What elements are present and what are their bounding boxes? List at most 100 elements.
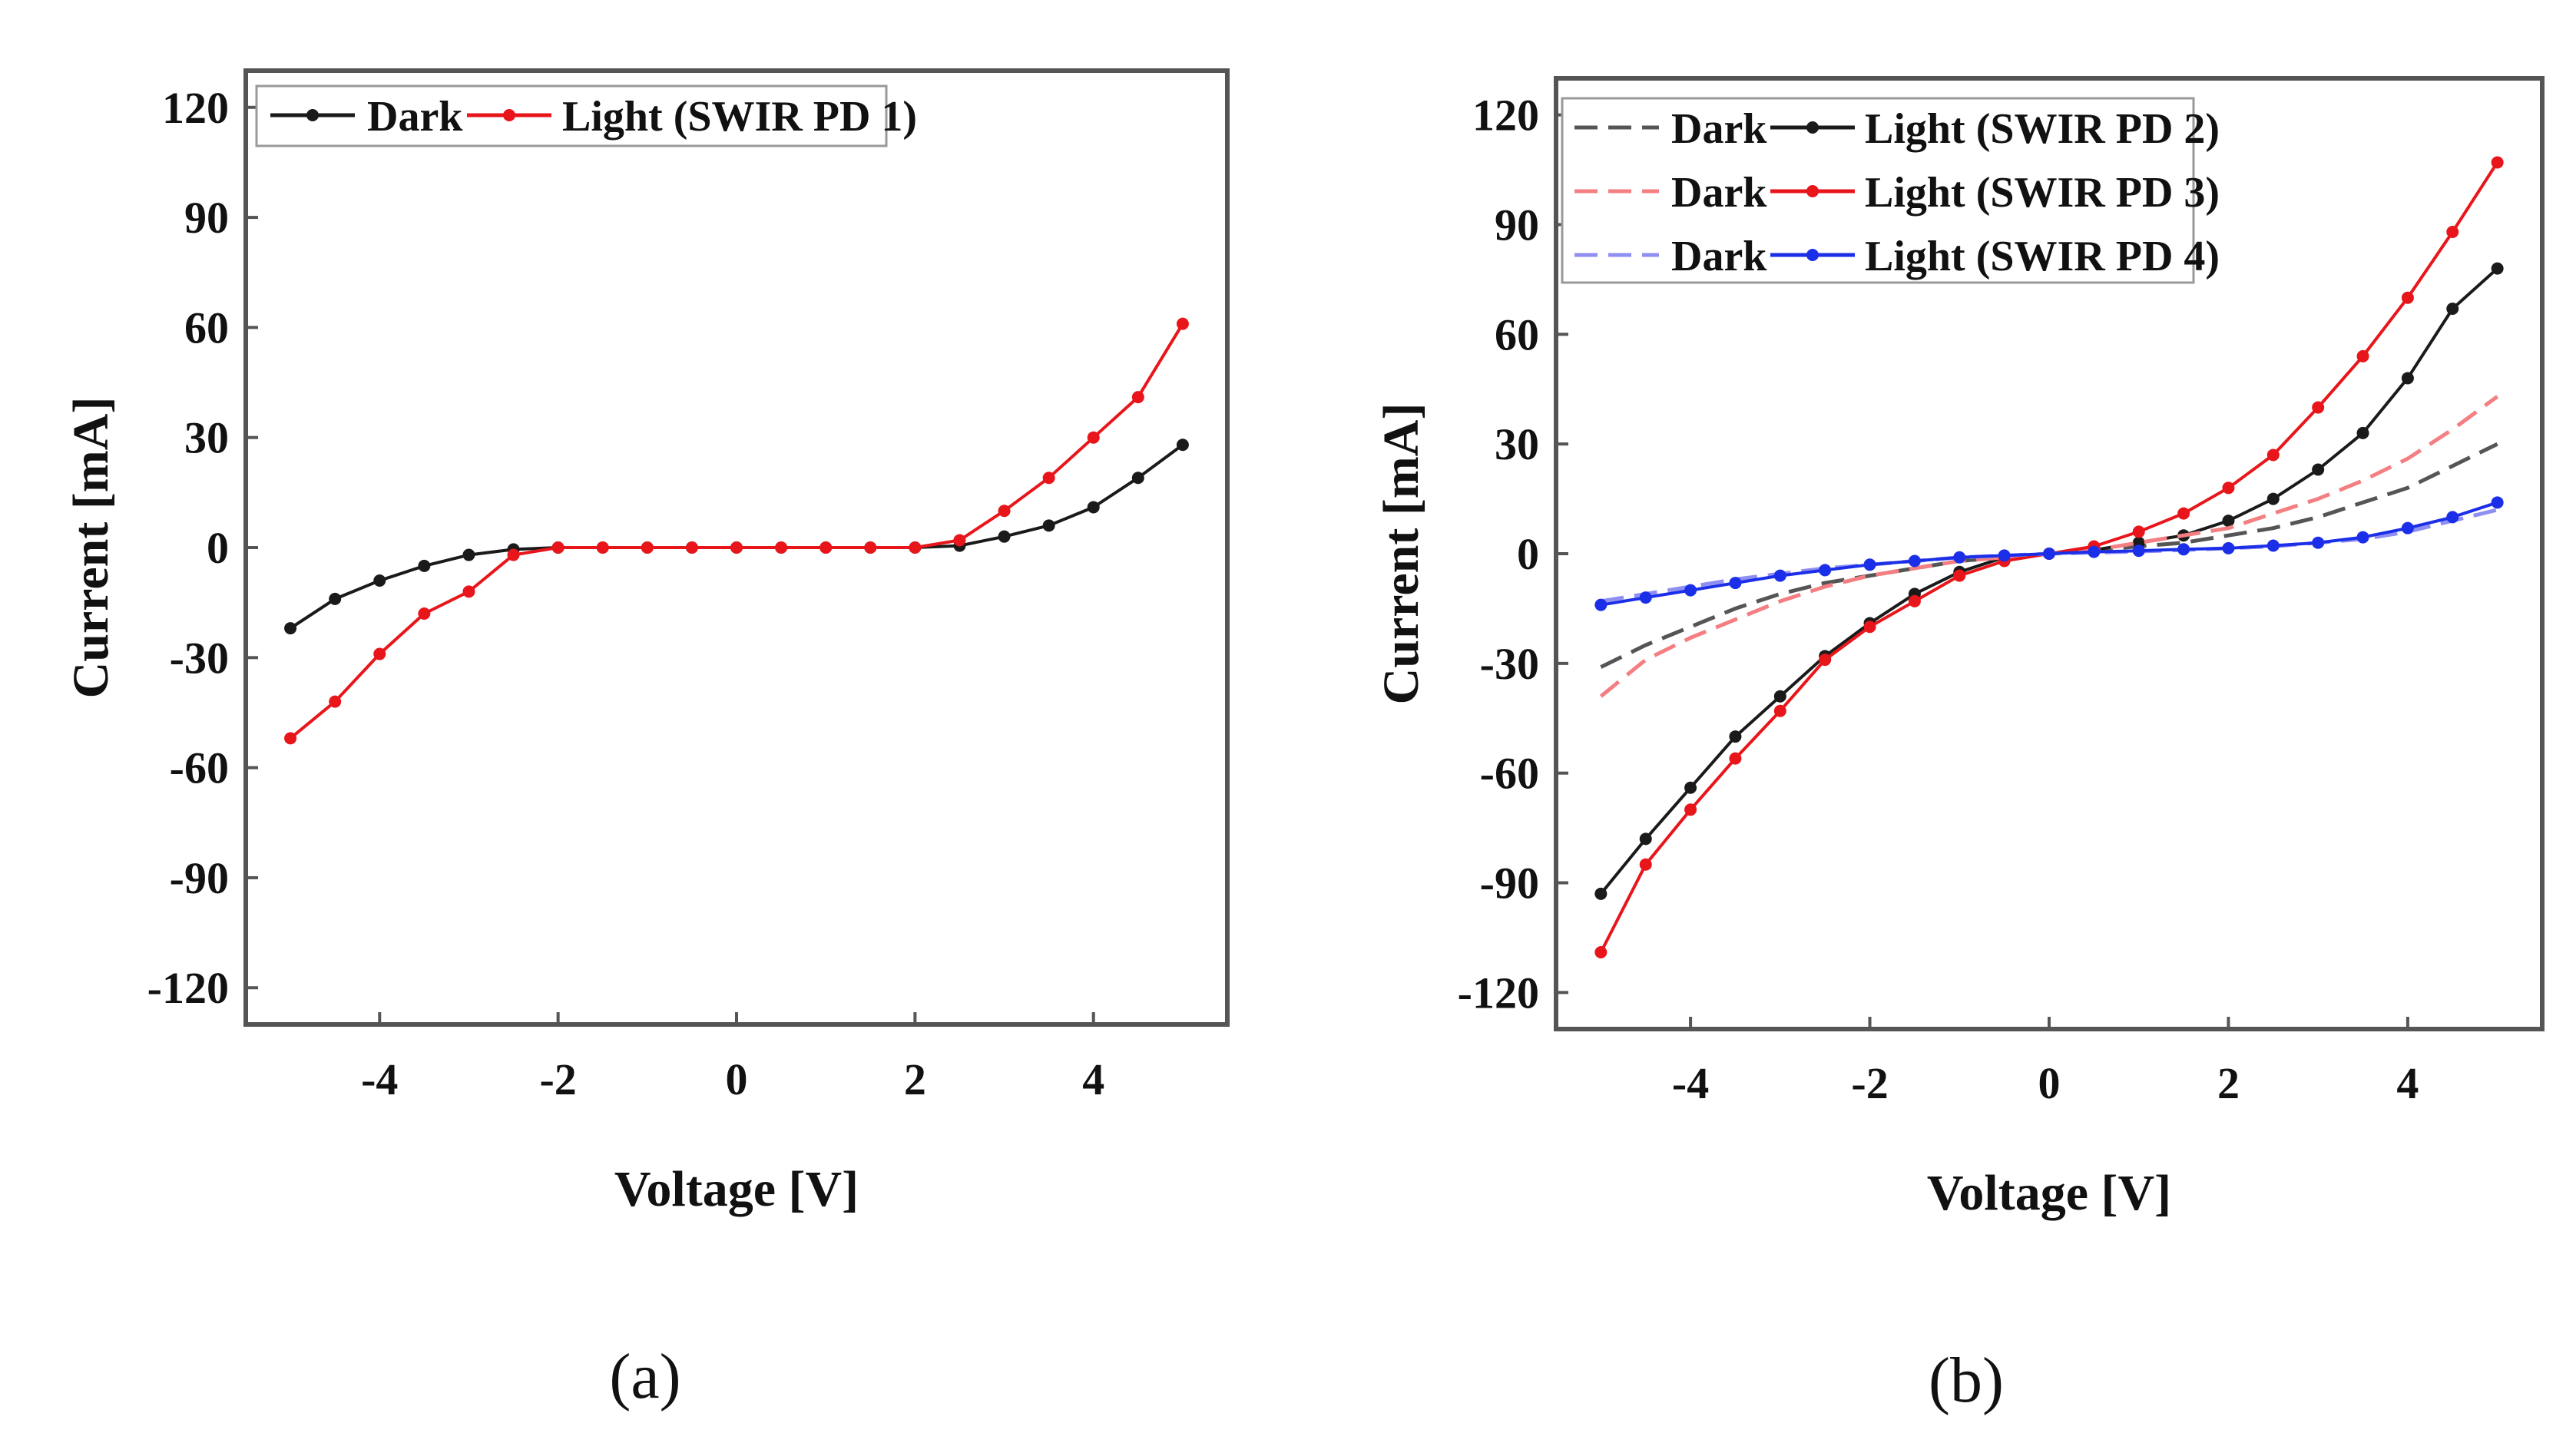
y-tick-label-b-3: 30 bbox=[1495, 419, 1539, 469]
data-point-b-5-16 bbox=[2312, 536, 2325, 549]
data-point-a-1-19 bbox=[1131, 391, 1144, 404]
data-point-a-1-1 bbox=[329, 695, 342, 708]
data-point-a-0-20 bbox=[1176, 439, 1189, 452]
data-point-a-1-15 bbox=[953, 534, 966, 547]
data-point-b-1-4 bbox=[1773, 690, 1786, 703]
y-tick-label-a-6: -60 bbox=[170, 743, 229, 793]
data-point-b-5-9 bbox=[1998, 549, 2011, 562]
y-tick-label-a-2: 60 bbox=[184, 303, 229, 352]
data-point-b-5-3 bbox=[1729, 577, 1742, 590]
data-point-b-3-3 bbox=[1729, 752, 1742, 765]
data-point-a-0-16 bbox=[998, 530, 1011, 543]
data-point-a-0-0 bbox=[284, 622, 297, 635]
data-point-b-5-19 bbox=[2446, 511, 2459, 524]
x-ticks-b: -4 -2 0 2 4 bbox=[1672, 1017, 2419, 1108]
data-point-b-3-20 bbox=[2491, 156, 2504, 169]
data-point-b-3-8 bbox=[1953, 569, 1966, 582]
data-point-a-1-2 bbox=[373, 647, 386, 660]
y-tick-label-b-2: 60 bbox=[1495, 309, 1539, 359]
legend-b: Dark Light (SWIR PD 2) Dark Light (SWIR … bbox=[1561, 97, 2220, 284]
data-point-b-5-17 bbox=[2356, 531, 2369, 544]
x-tick-label-a-0: -4 bbox=[361, 1054, 398, 1104]
data-point-b-3-0 bbox=[1594, 946, 1608, 959]
legend-box-a bbox=[255, 84, 888, 147]
data-point-a-1-18 bbox=[1087, 431, 1100, 444]
data-point-b-3-14 bbox=[2222, 482, 2235, 495]
data-point-b-5-1 bbox=[1639, 591, 1652, 604]
x-tick-label-b-0: -4 bbox=[1672, 1058, 1709, 1108]
legend-label-b-4: Dark bbox=[1671, 233, 1767, 280]
data-point-b-5-5 bbox=[1819, 564, 1832, 577]
data-point-b-3-1 bbox=[1639, 858, 1652, 871]
x-tick-label-a-2: 0 bbox=[726, 1054, 748, 1104]
data-point-b-5-6 bbox=[1863, 558, 1876, 571]
data-point-b-5-14 bbox=[2222, 541, 2235, 554]
legend-a: Dark Light (SWIR PD 1) bbox=[255, 84, 917, 147]
y-tick-label-a-5: -30 bbox=[170, 633, 229, 683]
data-point-b-5-13 bbox=[2177, 543, 2190, 556]
panel-a: 120 90 60 30 0 -30 -60 -90 -120 -4 -2 0 2 4 Dark Lig… bbox=[63, 68, 1230, 1412]
data-point-a-1-20 bbox=[1176, 317, 1189, 330]
legend-marker-b-3 bbox=[1806, 185, 1819, 197]
y-tick-label-a-8: -120 bbox=[147, 963, 229, 1013]
y-tick-label-b-6: -60 bbox=[1480, 749, 1539, 799]
legend-label-a-1: Light (SWIR PD 1) bbox=[562, 93, 917, 141]
legend-label-b-1: Light (SWIR PD 2) bbox=[1865, 105, 2220, 153]
x-tick-label-b-4: 4 bbox=[2396, 1058, 2419, 1108]
data-point-b-1-1 bbox=[1639, 832, 1652, 846]
legend-box-b bbox=[1561, 97, 2195, 284]
x-axis-label-b: Voltage [V] bbox=[1927, 1165, 2171, 1221]
data-point-a-0-17 bbox=[1042, 519, 1055, 532]
legend-label-b-3: Light (SWIR PD 3) bbox=[1865, 169, 2220, 217]
data-point-a-0-18 bbox=[1087, 501, 1100, 514]
data-point-a-0-4 bbox=[462, 548, 475, 561]
data-point-b-3-15 bbox=[2266, 448, 2280, 462]
data-point-b-3-5 bbox=[1819, 654, 1832, 667]
legend-marker-b-1 bbox=[1806, 121, 1819, 134]
data-point-a-1-3 bbox=[418, 607, 431, 620]
data-point-a-1-9 bbox=[685, 541, 698, 554]
data-point-a-1-8 bbox=[641, 541, 654, 554]
data-point-b-3-18 bbox=[2401, 291, 2414, 304]
x-tick-label-a-4: 4 bbox=[1082, 1054, 1104, 1104]
data-point-a-1-5 bbox=[507, 548, 520, 561]
data-point-a-1-13 bbox=[864, 541, 877, 554]
legend-marker-a-0 bbox=[306, 109, 319, 121]
data-point-b-1-16 bbox=[2312, 463, 2325, 476]
data-point-a-1-6 bbox=[551, 541, 565, 554]
y-tick-label-b-5: -30 bbox=[1480, 639, 1539, 689]
x-tick-label-a-3: 2 bbox=[904, 1054, 926, 1104]
legend-label-b-2: Dark bbox=[1671, 169, 1767, 217]
x-ticks-a: -4 -2 0 2 4 bbox=[361, 1012, 1104, 1104]
series-a bbox=[284, 317, 1189, 745]
data-point-a-1-14 bbox=[909, 541, 922, 554]
data-point-b-1-18 bbox=[2401, 372, 2414, 385]
y-tick-label-a-1: 90 bbox=[184, 193, 229, 243]
data-point-b-1-14 bbox=[2222, 515, 2235, 528]
data-point-b-1-20 bbox=[2491, 262, 2504, 275]
data-point-b-3-6 bbox=[1863, 621, 1876, 634]
y-ticks-a: 120 90 60 30 0 -30 -60 -90 -120 bbox=[147, 83, 258, 1013]
y-tick-label-b-0: 120 bbox=[1472, 91, 1539, 141]
data-point-b-3-16 bbox=[2312, 401, 2325, 414]
y-axis-label-a: Current [mA] bbox=[63, 397, 119, 699]
legend-label-b-0: Dark bbox=[1671, 105, 1767, 153]
x-tick-label-b-1: -2 bbox=[1851, 1058, 1888, 1108]
data-point-b-5-11 bbox=[2088, 545, 2101, 558]
data-point-a-0-2 bbox=[373, 574, 386, 587]
data-point-b-3-12 bbox=[2132, 525, 2145, 538]
data-point-a-1-7 bbox=[596, 541, 609, 554]
y-tick-label-a-4: 0 bbox=[207, 523, 229, 573]
data-point-b-3-17 bbox=[2356, 349, 2369, 362]
data-point-a-0-1 bbox=[329, 592, 342, 605]
y-tick-label-b-4: 0 bbox=[1517, 529, 1539, 579]
data-point-a-1-17 bbox=[1042, 472, 1055, 485]
data-point-b-1-2 bbox=[1684, 781, 1697, 794]
data-point-a-0-3 bbox=[418, 559, 431, 572]
y-tick-label-a-7: -90 bbox=[170, 853, 229, 903]
data-point-b-3-4 bbox=[1773, 704, 1786, 717]
data-point-a-1-10 bbox=[730, 541, 743, 554]
data-point-b-5-10 bbox=[2043, 548, 2055, 560]
y-tick-label-b-8: -120 bbox=[1458, 968, 1539, 1018]
